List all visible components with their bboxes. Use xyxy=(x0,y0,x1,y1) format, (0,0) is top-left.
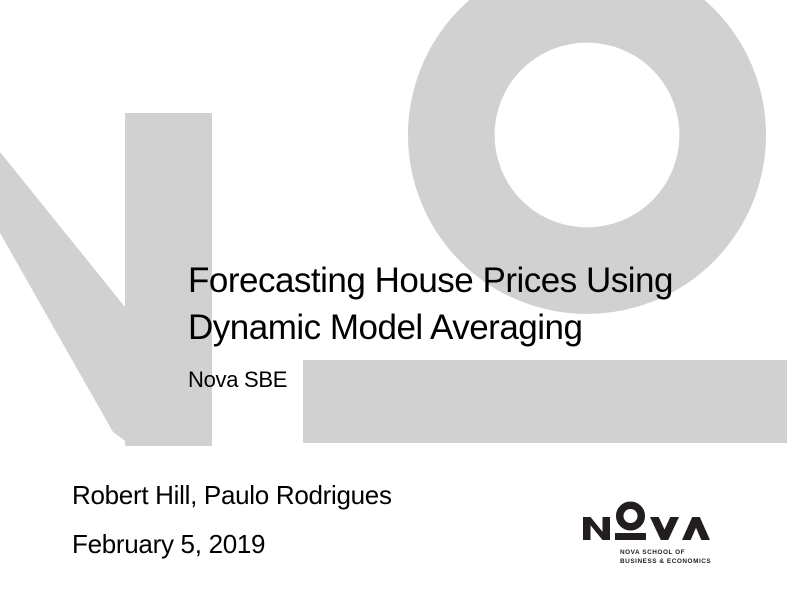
slide-title: Forecasting House Prices Using Dynamic M… xyxy=(188,257,673,351)
slide-authors: Robert Hill, Paulo Rodrigues xyxy=(72,480,392,510)
logo-letter-n-icon xyxy=(583,517,610,540)
logo-o-underline-icon xyxy=(615,533,646,540)
logo-letter-v-icon xyxy=(650,517,679,540)
logo-caption-line1: NOVA SCHOOL OF xyxy=(620,549,685,556)
logo-letter-o-icon xyxy=(616,501,645,531)
nova-sbe-logo: NOVA SCHOOL OF BUSINESS & ECONOMICS xyxy=(575,498,720,570)
watermark-letter-n-icon xyxy=(0,113,212,446)
slide-title-line2: Dynamic Model Averaging xyxy=(188,308,583,347)
slide-title-line1: Forecasting House Prices Using xyxy=(188,261,673,300)
watermark-o-underline-bar xyxy=(303,360,787,443)
watermark-o-ring xyxy=(408,0,766,314)
watermark-n-diagonal xyxy=(0,152,132,446)
logo-caption-line2: BUSINESS & ECONOMICS xyxy=(620,558,711,565)
slide-subtitle: Nova SBE xyxy=(188,367,288,392)
slide-date: February 5, 2019 xyxy=(72,529,266,559)
watermark-n-stem xyxy=(125,113,212,446)
logo-letter-a-icon xyxy=(682,517,710,540)
watermark-letter-o-icon xyxy=(303,0,787,443)
